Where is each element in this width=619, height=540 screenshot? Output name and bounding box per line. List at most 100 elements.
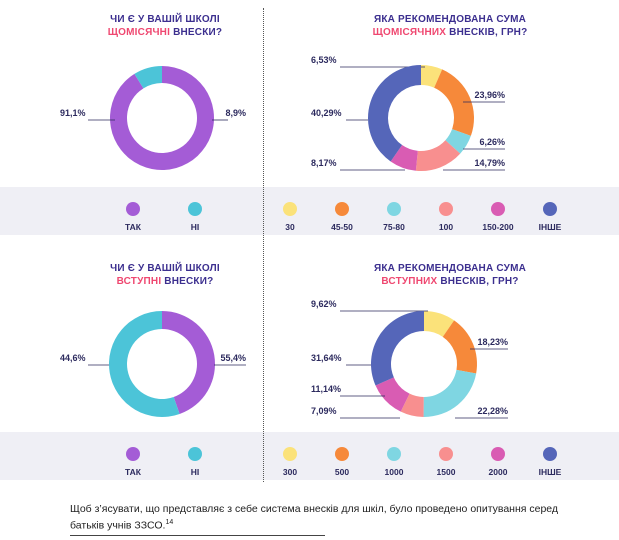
title-highlight: ЩОМІСЯЧНІ (107, 27, 171, 38)
legend-label: 75-80 (383, 222, 405, 232)
footnote-rule (70, 535, 325, 536)
legend-swatch (335, 447, 349, 461)
title-rest: ВНЕСКИ? (161, 276, 214, 287)
slice-entry_exist-1 (108, 311, 180, 417)
legend-item-monthly_exist-1: НІ (165, 202, 225, 232)
title-rest: ВНЕСКІВ, ГРН? (446, 27, 528, 38)
legend-label: НІ (190, 467, 200, 477)
legend-swatch (491, 202, 505, 216)
legend-label: 1000 (384, 467, 404, 477)
legend-item-entry_amount-1: 500 (312, 447, 372, 477)
title-monthly-amount: ЯКА РЕКОМЕНДОВАНА СУМА ЩОМІСЯЧНИХ ВНЕСКІ… (330, 13, 570, 39)
legend-swatch (387, 447, 401, 461)
data-label-monthly_amount-5: 40,29% (311, 108, 342, 118)
footnote-ref: 14 (165, 519, 174, 526)
legend-band-top (0, 187, 619, 235)
legend-label: 150-200 (482, 222, 514, 232)
data-label-entry_amount-4: 11,14% (311, 384, 341, 394)
title-rest: ВНЕСКИ? (170, 27, 223, 38)
data-label-entry_amount-3: 7,09% (311, 406, 337, 416)
slice-monthly_amount-2 (445, 129, 471, 154)
legend-item-entry_amount-4: 2000 (468, 447, 528, 477)
slice-monthly_exist-0 (109, 66, 214, 170)
legend-swatch (335, 202, 349, 216)
slice-entry_amount-2 (423, 369, 477, 417)
slice-entry_exist-0 (162, 311, 215, 414)
legend-item-monthly_amount-4: 150-200 (468, 202, 528, 232)
data-label-entry_exist-1: 55,4% (220, 353, 246, 363)
title-line-1: ЧИ Є У ВАШІЙ ШКОЛІ (110, 14, 220, 25)
data-label-monthly_amount-0: 6,53% (311, 55, 337, 65)
data-label-monthly_amount-2: 6,26% (479, 137, 505, 147)
legend-label: 30 (285, 222, 295, 232)
legend-swatch (283, 447, 297, 461)
legend-label: ТАК (125, 467, 141, 477)
legend-item-entry_amount-2: 1000 (364, 447, 424, 477)
title-line-1: ЯКА РЕКОМЕНДОВАНА СУМА (373, 14, 527, 25)
legend-label: 45-50 (331, 222, 353, 232)
legend-swatch (188, 202, 202, 216)
legend-label: 1500 (436, 467, 456, 477)
slice-monthly_exist-1 (134, 66, 162, 89)
slice-monthly_amount-4 (390, 145, 418, 171)
title-line-2: ВСТУПНИХ ВНЕСКІВ, ГРН? (330, 275, 570, 288)
data-label-entry_amount-5: 31,64% (311, 353, 342, 363)
legend-label: ІНШЕ (538, 467, 562, 477)
legend-label: 500 (334, 467, 350, 477)
legend-swatch (188, 447, 202, 461)
data-label-monthly_amount-1: 23,96% (474, 90, 505, 100)
data-label-entry_exist-0: 44,6% (60, 353, 86, 363)
legend-swatch (491, 447, 505, 461)
data-label-entry_amount-1: 18,23% (477, 337, 508, 347)
slice-entry_amount-5 (371, 311, 424, 386)
title-line-2: ЩОМІСЯЧНІ ВНЕСКИ? (70, 26, 260, 39)
legend-label: ІНШЕ (538, 222, 562, 232)
slice-monthly_amount-3 (415, 140, 461, 171)
data-label-monthly_exist-1: 8,9% (225, 108, 246, 118)
legend-band-bottom (0, 432, 619, 480)
slice-entry_amount-0 (424, 311, 455, 337)
legend-item-entry_exist-0: ТАК (103, 447, 163, 477)
legend-item-monthly_amount-0: 30 (260, 202, 320, 232)
legend-label: ТАК (125, 222, 141, 232)
data-label-monthly_amount-4: 8,17% (311, 158, 337, 168)
legend-label: 2000 (488, 467, 508, 477)
legend-item-monthly_amount-3: 100 (416, 202, 476, 232)
title-highlight: ЩОМІСЯЧНИХ (372, 27, 447, 38)
vertical-divider (263, 8, 264, 482)
data-label-monthly_exist-0: 91,1% (60, 108, 86, 118)
title-highlight: ВСТУПНІ (116, 276, 162, 287)
legend-swatch (387, 202, 401, 216)
legend-item-entry_amount-0: 300 (260, 447, 320, 477)
legend-swatch (283, 202, 297, 216)
title-line-1: ЯКА РЕКОМЕНДОВАНА СУМА (373, 263, 527, 274)
legend-swatch (543, 202, 557, 216)
legend-label: 300 (282, 467, 298, 477)
legend-item-monthly_amount-1: 45-50 (312, 202, 372, 232)
footer-text: Щоб з’ясувати, що представляє з себе сис… (70, 502, 590, 533)
legend-label: НІ (190, 222, 200, 232)
legend-item-monthly_amount-2: 75-80 (364, 202, 424, 232)
legend-item-entry_exist-1: НІ (165, 447, 225, 477)
data-label-entry_amount-2: 22,28% (477, 406, 508, 416)
title-line-2: ЩОМІСЯЧНИХ ВНЕСКІВ, ГРН? (330, 26, 570, 39)
legend-item-monthly_amount-5: ІНШЕ (520, 202, 580, 232)
title-monthly-exist: ЧИ Є У ВАШІЙ ШКОЛІ ЩОМІСЯЧНІ ВНЕСКИ? (70, 13, 260, 39)
legend-item-entry_amount-5: ІНШЕ (520, 447, 580, 477)
donut-charts: 91,1% 8,9% 6,53% 23,96% 6,26% 14,79% 8,17% 40,2… (60, 55, 508, 419)
title-rest: ВНЕСКІВ, ГРН? (437, 276, 519, 287)
title-line-2: ВСТУПНІ ВНЕСКИ? (70, 275, 260, 288)
slice-entry_amount-1 (442, 320, 477, 374)
slice-monthly_amount-1 (434, 69, 474, 136)
slice-entry_amount-3 (400, 393, 424, 417)
legend-swatch (126, 447, 140, 461)
footer-body: Щоб з’ясувати, що представляє з себе сис… (70, 503, 559, 532)
slice-monthly_amount-5 (368, 65, 421, 162)
data-label-monthly_amount-3: 14,79% (474, 158, 505, 168)
legend-item-monthly_exist-0: ТАК (103, 202, 163, 232)
slice-monthly_amount-0 (421, 65, 443, 88)
legend-swatch (439, 447, 453, 461)
legend-swatch (543, 447, 557, 461)
legend-swatch (126, 202, 140, 216)
legend-label: 100 (438, 222, 454, 232)
